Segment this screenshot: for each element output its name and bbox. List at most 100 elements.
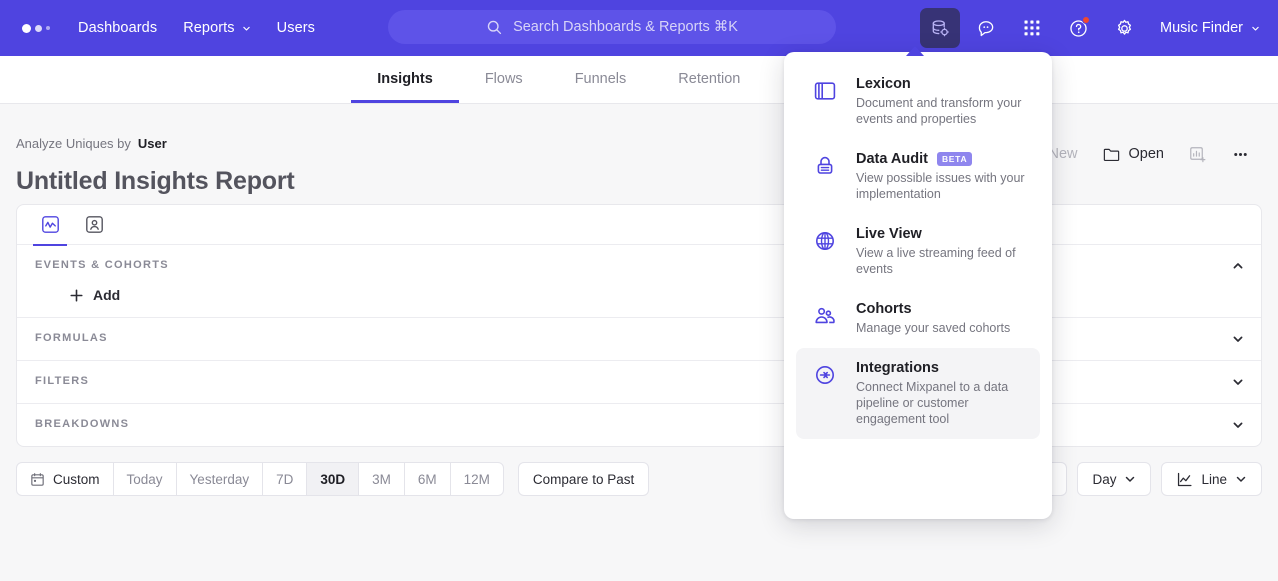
menu-item-title: Live View — [856, 226, 1026, 242]
chart-type-label: Line — [1201, 471, 1227, 487]
range-yesterday[interactable]: Yesterday — [177, 463, 264, 495]
chevron-down-icon — [1252, 26, 1259, 31]
menu-item-lexicon[interactable]: Lexicon Document and transform your even… — [796, 64, 1040, 139]
nav-link-label: Users — [276, 20, 316, 36]
menu-item-live-view[interactable]: Live View View a live streaming feed of … — [796, 214, 1040, 289]
collapse-toggle-breakdowns[interactable] — [1231, 418, 1245, 432]
users-tab[interactable] — [77, 206, 111, 246]
analyze-prefix-label: Analyze Uniques by — [16, 136, 131, 151]
menu-item-integrations[interactable]: Integrations Connect Mixpanel to a data … — [796, 348, 1040, 439]
section-events-and-cohorts: EVENTS & COHORTS Add — [17, 245, 1261, 318]
search-icon — [487, 20, 502, 34]
more-horizontal-icon[interactable] — [1219, 138, 1262, 170]
chevron-down-icon — [242, 26, 250, 31]
search-input[interactable]: Search Dashboards & Reports ⌘K — [388, 10, 836, 44]
folder-icon — [1103, 148, 1119, 161]
menu-title-text: Live View — [856, 226, 922, 242]
compare-to-past-button[interactable]: Compare to Past — [517, 462, 650, 496]
menu-title-text: Lexicon — [856, 76, 911, 92]
menu-item-title: Lexicon — [856, 76, 1026, 92]
chevron-down-icon — [1233, 379, 1243, 385]
line-chart-icon — [1178, 472, 1192, 486]
date-range-selector: Custom Today Yesterday 7D 30D 3M 6M 12M — [16, 462, 504, 496]
collapse-toggle-filters[interactable] — [1231, 375, 1245, 389]
range-custom[interactable]: Custom — [17, 463, 114, 495]
range-6m[interactable]: 6M — [405, 463, 451, 495]
menu-item-description: Document and transform your events and p… — [856, 96, 1022, 126]
search-placeholder: Search Dashboards & Reports ⌘K — [513, 19, 738, 35]
calendar-icon — [31, 472, 44, 486]
range-label: 30D — [320, 471, 346, 487]
help-question-icon[interactable] — [1058, 8, 1098, 48]
nav-link-reports[interactable]: Reports — [183, 20, 250, 36]
collapse-toggle-formulas[interactable] — [1231, 332, 1245, 346]
section-breakdowns[interactable]: BREAKDOWNS — [17, 404, 1261, 446]
range-7d[interactable]: 7D — [263, 463, 308, 495]
project-selector[interactable]: Music Finder — [1160, 20, 1260, 36]
chevron-down-icon — [1233, 422, 1243, 428]
tab-label: Flows — [484, 71, 523, 87]
range-label: 12M — [463, 471, 490, 487]
events-tab[interactable] — [33, 206, 67, 246]
open-report-button[interactable]: Open — [1090, 138, 1176, 170]
section-label: EVENTS & COHORTS — [35, 259, 169, 271]
interval-selector[interactable]: Day — [1077, 462, 1152, 496]
chart-type-selector[interactable]: Line — [1161, 462, 1262, 496]
interval-label: Day — [1092, 471, 1117, 487]
chat-bubble-icon[interactable] — [966, 8, 1006, 48]
tab-retention[interactable]: Retention — [652, 71, 766, 103]
report-type-tabs: Insights Flows Funnels Retention Signal … — [0, 56, 1278, 104]
tab-flows[interactable]: Flows — [459, 71, 549, 103]
apps-grid-icon[interactable] — [1012, 8, 1052, 48]
range-30d[interactable]: 30D — [307, 463, 360, 495]
notification-badge-dot — [1082, 16, 1090, 24]
page-title[interactable]: Untitled Insights Report — [16, 167, 295, 195]
compare-label: Compare to Past — [532, 471, 635, 487]
range-12m[interactable]: 12M — [451, 463, 503, 495]
page-body: Analyze Uniques by User Untitled Insight… — [0, 104, 1278, 581]
tab-funnels[interactable]: Funnels — [549, 71, 653, 103]
menu-item-data-audit[interactable]: Data Audit BETA View possible issues wit… — [796, 139, 1040, 214]
range-3m[interactable]: 3M — [359, 463, 405, 495]
settings-gear-icon[interactable] — [1104, 8, 1144, 48]
section-label: FORMULAS — [35, 332, 108, 344]
new-report-button[interactable]: New — [1037, 138, 1090, 170]
menu-title-text: Data Audit — [856, 151, 928, 167]
project-name-label: Music Finder — [1160, 20, 1243, 36]
section-formulas[interactable]: FORMULAS — [17, 318, 1261, 361]
menu-item-title: Data Audit BETA — [856, 151, 1026, 167]
nav-link-users[interactable]: Users — [277, 20, 315, 36]
beta-badge: BETA — [936, 152, 973, 166]
top-nav-actions: Music Finder — [920, 0, 1264, 56]
globe-icon — [810, 226, 840, 254]
menu-item-description: View a live streaming feed of events — [856, 246, 1016, 276]
activity-chart-icon — [41, 216, 59, 233]
tab-label: Insights — [377, 71, 433, 87]
dropdown-pointer — [906, 46, 924, 56]
range-label: 6M — [417, 471, 437, 487]
menu-item-cohorts[interactable]: Cohorts Manage your saved cohorts — [796, 289, 1040, 348]
new-button-label: New — [1048, 146, 1078, 162]
chevron-down-icon — [1233, 336, 1243, 342]
chevron-down-icon — [1236, 476, 1246, 482]
plus-icon — [70, 288, 83, 302]
nav-link-label: Dashboards — [78, 20, 158, 36]
breadcrumb: Analyze Uniques by User — [16, 136, 1262, 151]
section-filters[interactable]: FILTERS — [17, 361, 1261, 404]
query-builder-card: EVENTS & COHORTS Add FORMULAS — [16, 204, 1262, 447]
range-label: Yesterday — [189, 471, 250, 487]
menu-item-description: View possible issues with your implement… — [856, 171, 1025, 201]
analyze-unit-value[interactable]: User — [137, 136, 167, 151]
section-label: FILTERS — [35, 375, 90, 387]
tab-insights[interactable]: Insights — [351, 71, 459, 103]
mixpanel-dots-logo[interactable] — [22, 23, 50, 33]
chevron-down-icon — [1126, 476, 1135, 482]
add-event-button[interactable]: Add — [69, 287, 1245, 303]
range-today[interactable]: Today — [114, 463, 177, 495]
nav-link-dashboards[interactable]: Dashboards — [78, 20, 157, 36]
data-management-icon[interactable] — [920, 8, 960, 48]
collapse-toggle-events[interactable] — [1231, 259, 1245, 273]
add-chart-icon[interactable] — [1176, 138, 1219, 170]
menu-title-text: Integrations — [856, 360, 939, 376]
